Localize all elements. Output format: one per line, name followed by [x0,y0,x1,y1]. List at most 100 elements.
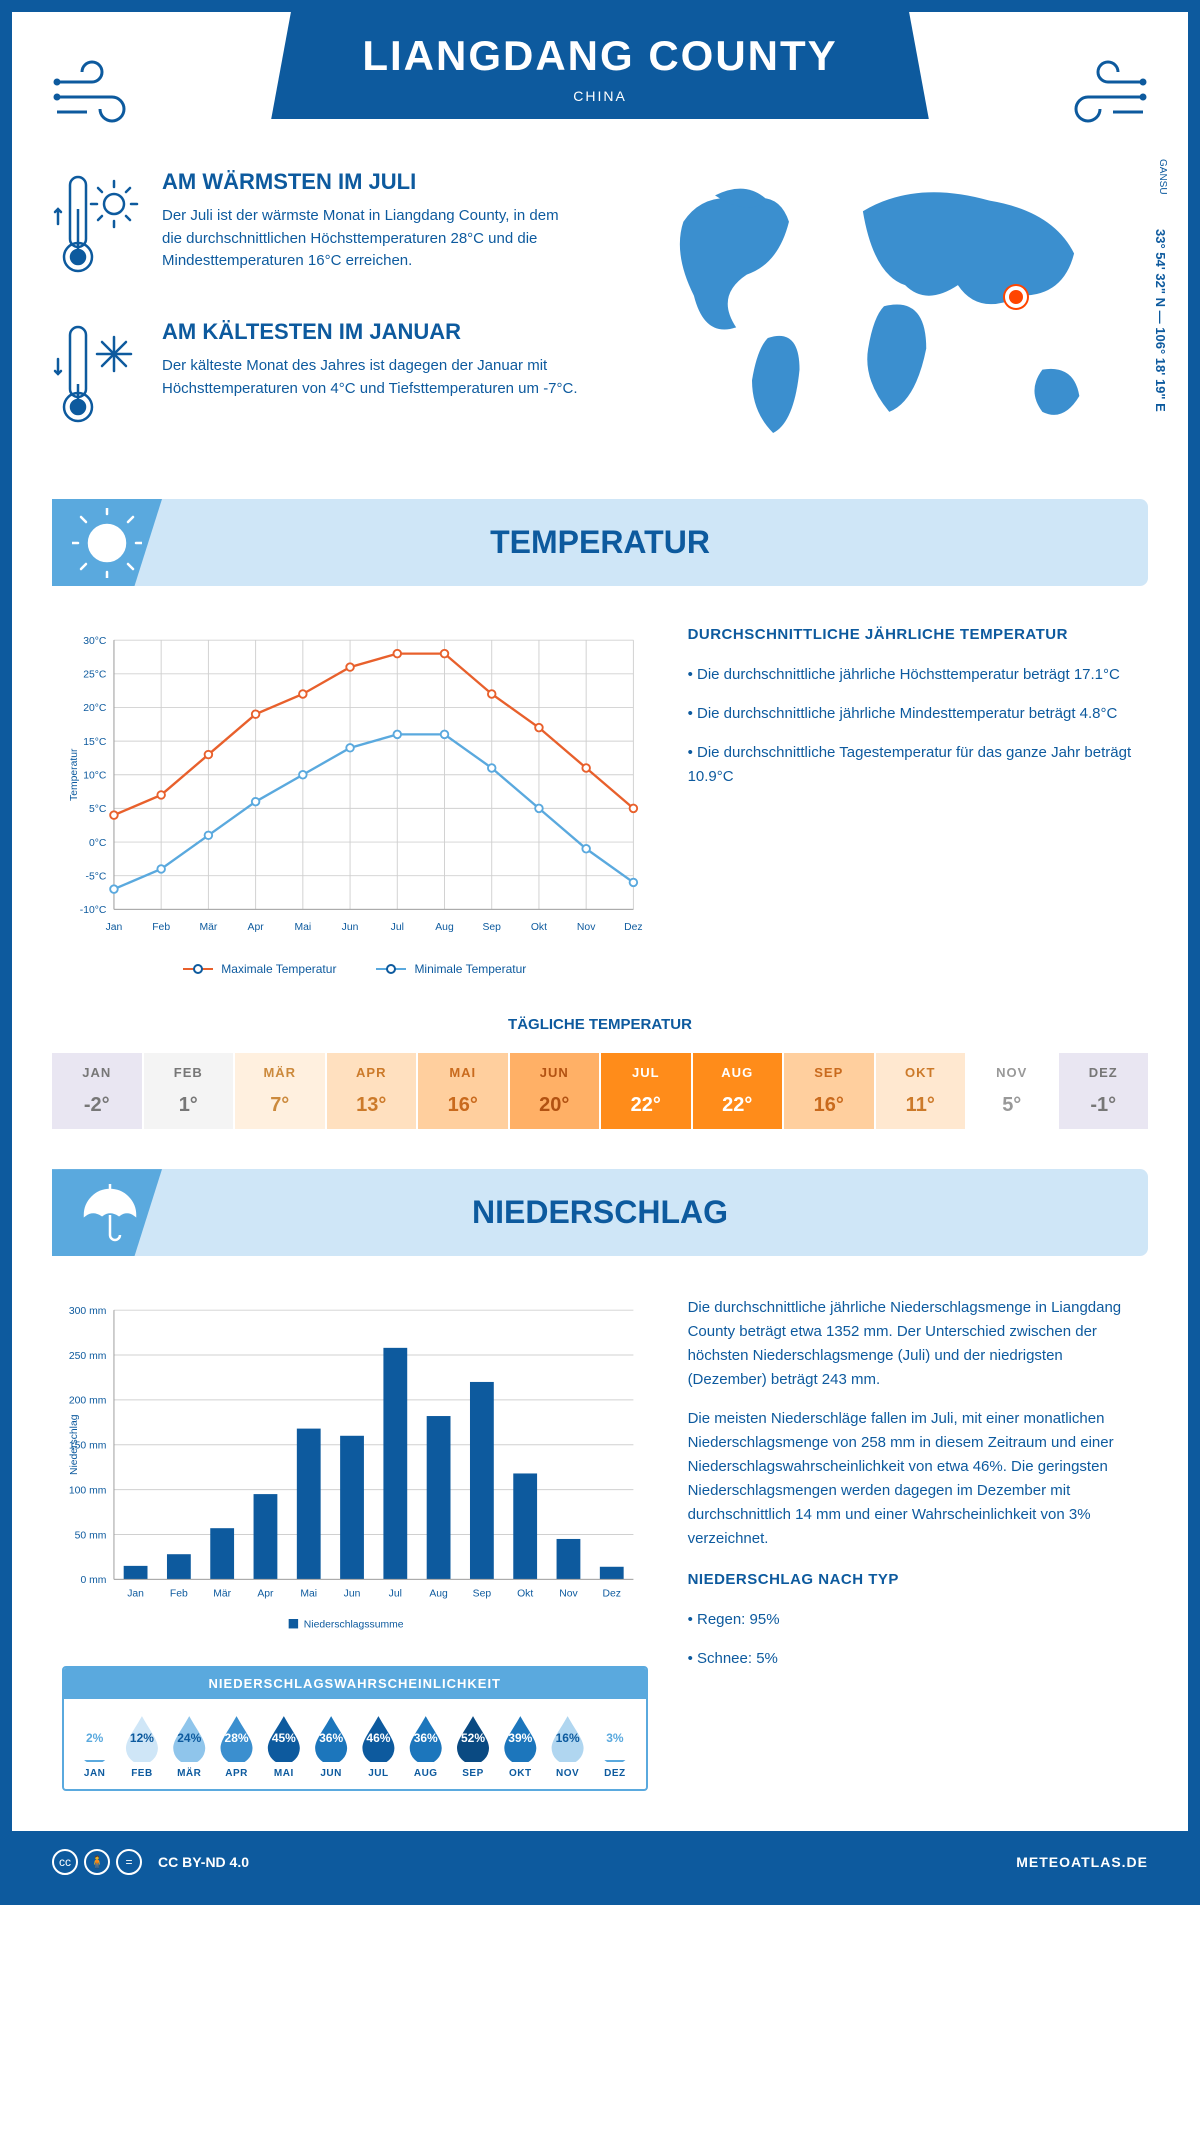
svg-text:Jul: Jul [391,922,404,933]
probability-cell: 39%OKT [498,1714,543,1779]
world-map-icon [620,169,1148,444]
warmest-text: Der Juli ist der wärmste Monat in Liangd… [162,205,580,273]
svg-text:15°C: 15°C [83,737,107,748]
probability-cell: 28%APR [214,1714,259,1779]
daily-temp-cell: FEB1° [144,1053,234,1129]
footer: cc 🧍 = CC BY-ND 4.0 METEOATLAS.DE [12,1831,1188,1893]
svg-text:Niederschlagssumme: Niederschlagssumme [304,1620,404,1631]
daily-temp-cell: MAI16° [418,1053,508,1129]
svg-text:Sep: Sep [482,922,501,933]
thermometer-cold-icon [52,319,142,434]
probability-cell: 12%FEB [119,1714,164,1779]
legend-item: Minimale Temperatur [376,962,526,976]
daily-temp-cell: JAN-2° [52,1053,142,1129]
svg-text:Jun: Jun [342,922,359,933]
temperature-section-header: TEMPERATUR [52,499,1148,586]
probability-cell: 45%MAI [261,1714,306,1779]
svg-text:Jan: Jan [106,922,123,933]
svg-text:0°C: 0°C [89,838,107,849]
map-container: GANSU 33° 54' 32" N — 106° 18' 19" E [620,169,1148,449]
svg-text:Feb: Feb [152,922,170,933]
probability-cell: 24%MÄR [167,1714,212,1779]
svg-text:Sep: Sep [473,1588,492,1599]
temperature-title: TEMPERATUR [490,524,710,560]
header-row: LIANGDANG COUNTY CHINA [52,42,1148,119]
svg-text:25°C: 25°C [83,670,107,681]
daily-temp-cell: SEP16° [784,1053,874,1129]
thermometer-hot-icon [52,169,142,284]
coldest-block: AM KÄLTESTEN IM JANUAR Der kälteste Mona… [52,319,580,434]
site-name: METEOATLAS.DE [1016,1854,1148,1870]
svg-text:Okt: Okt [517,1588,533,1599]
svg-text:Feb: Feb [170,1588,188,1599]
probability-cell: 16%NOV [545,1714,590,1779]
warmest-block: AM WÄRMSTEN IM JULI Der Juli ist der wär… [52,169,580,284]
temperature-line-chart: -10°C-5°C0°C5°C10°C15°C20°C25°C30°CJanFe… [62,626,648,976]
svg-text:Okt: Okt [531,922,547,933]
probability-box: NIEDERSCHLAGSWAHRSCHEINLICHKEIT 2%JAN12%… [62,1666,648,1791]
info-section: AM WÄRMSTEN IM JULI Der Juli ist der wär… [52,169,1148,469]
probability-cell: 36%JUN [308,1714,353,1779]
page-title: LIANGDANG COUNTY [311,32,889,80]
daily-temp-cell: OKT11° [876,1053,966,1129]
license-text: CC BY-ND 4.0 [158,1854,249,1870]
daily-temp-cell: DEZ-1° [1059,1053,1149,1129]
svg-text:Mär: Mär [213,1588,231,1599]
region-label: GANSU [1157,159,1168,195]
precipitation-section-header: NIEDERSCHLAG [52,1169,1148,1256]
daily-temp-cell: MÄR7° [235,1053,325,1129]
precipitation-bar-chart: 0 mm50 mm100 mm150 mm200 mm250 mm300 mmJ… [62,1296,648,1636]
daily-temp-cell: JUN20° [510,1053,600,1129]
svg-text:Aug: Aug [429,1588,448,1599]
wind-icon-right [1038,52,1148,137]
avg-temp-bullet1: • Die durchschnittliche jährliche Höchst… [688,663,1138,687]
svg-text:Aug: Aug [435,922,454,933]
sun-icon [52,499,162,586]
probability-cell: 2%JAN [72,1714,117,1779]
svg-text:Apr: Apr [257,1588,274,1599]
avg-temp-title: DURCHSCHNITTLICHE JÄHRLICHE TEMPERATUR [688,626,1138,643]
header-banner: LIANGDANG COUNTY CHINA [271,12,929,119]
daily-temp-cell: JUL22° [601,1053,691,1129]
svg-text:Nov: Nov [577,922,596,933]
umbrella-icon [52,1169,162,1256]
wind-icon-left [52,52,162,137]
svg-text:20°C: 20°C [83,703,107,714]
svg-text:Jul: Jul [389,1588,402,1599]
svg-text:Mär: Mär [199,922,217,933]
svg-text:10°C: 10°C [83,771,107,782]
cc-icon: cc [52,1849,78,1875]
probability-cell: 36%AUG [403,1714,448,1779]
svg-text:250 mm: 250 mm [69,1351,106,1362]
svg-text:Nov: Nov [559,1588,578,1599]
svg-text:Mai: Mai [300,1588,317,1599]
svg-text:Temperatur: Temperatur [69,748,80,801]
svg-text:Dez: Dez [603,1588,621,1599]
svg-text:Mai: Mai [294,922,311,933]
svg-text:50 mm: 50 mm [75,1530,107,1541]
svg-text:300 mm: 300 mm [69,1306,106,1317]
daily-temp-cell: AUG22° [693,1053,783,1129]
precipitation-title: NIEDERSCHLAG [472,1194,728,1230]
precip-para2: Die meisten Niederschläge fallen im Juli… [688,1407,1138,1551]
probability-cell: 3%DEZ [592,1714,637,1779]
svg-text:Jun: Jun [344,1588,361,1599]
by-icon: 🧍 [84,1849,110,1875]
svg-text:5°C: 5°C [89,804,107,815]
probability-cell: 52%SEP [450,1714,495,1779]
warmest-title: AM WÄRMSTEN IM JULI [162,169,580,195]
svg-text:Jan: Jan [127,1588,144,1599]
svg-text:Dez: Dez [624,922,642,933]
daily-temp-cell: NOV5° [967,1053,1057,1129]
avg-temp-bullet3: • Die durchschnittliche Tagestemperatur … [688,741,1138,789]
probability-cell: 46%JUL [356,1714,401,1779]
svg-text:30°C: 30°C [83,636,107,647]
daily-temp-title: TÄGLICHE TEMPERATUR [52,1016,1148,1033]
daily-temp-cell: APR13° [327,1053,417,1129]
precip-type2: • Schnee: 5% [688,1647,1138,1671]
precip-type-title: NIEDERSCHLAG NACH TYP [688,1571,1138,1588]
license-block: cc 🧍 = CC BY-ND 4.0 [52,1849,249,1875]
coldest-text: Der kälteste Monat des Jahres ist dagege… [162,355,580,400]
svg-text:Niederschlag: Niederschlag [69,1414,80,1475]
page-subtitle: CHINA [311,88,889,104]
